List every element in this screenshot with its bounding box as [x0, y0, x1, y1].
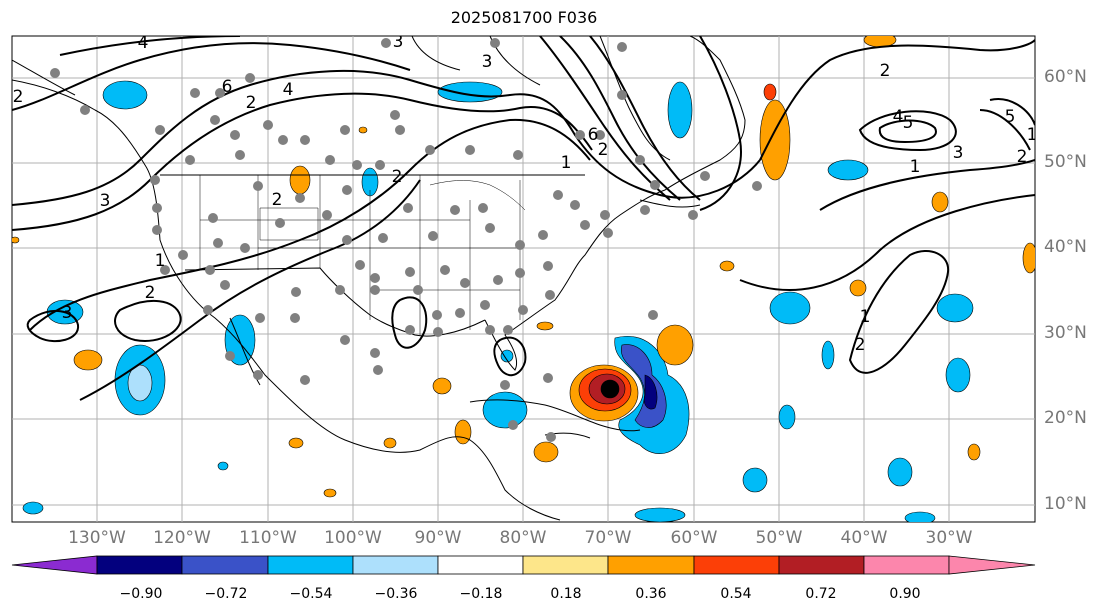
- colorbar-arrow-left: [11, 555, 98, 575]
- contour-label: 5: [1005, 107, 1016, 127]
- contour-label: 2: [272, 190, 283, 210]
- lat-label: 60°N: [1044, 67, 1087, 87]
- graticule: [12, 36, 1035, 522]
- contour-label: 2: [145, 283, 156, 303]
- lon-label: 50°W: [755, 528, 803, 548]
- colorbar-tick-label: −0.72: [204, 586, 248, 602]
- colorbar-tick-label: −0.36: [374, 586, 418, 602]
- contour-label: 2: [13, 87, 24, 107]
- lon-label: 130°W: [68, 528, 126, 548]
- lon-label: 100°W: [324, 528, 382, 548]
- contour-label: 2: [855, 335, 866, 355]
- colorbar-tick-label: 0.36: [635, 586, 667, 602]
- colorbar-bin: [352, 555, 439, 575]
- lon-label: 70°W: [584, 528, 632, 548]
- shaded-anomalies: [12, 36, 1035, 522]
- colorbar-arrow-right: [948, 555, 1036, 575]
- contour-label: 3: [62, 303, 73, 323]
- colorbar-tick-label: −0.18: [459, 586, 503, 602]
- colorbar-bin: [693, 555, 780, 575]
- contour-label: 5: [903, 113, 914, 133]
- contour-label: 3: [393, 32, 404, 52]
- colorbar: [11, 555, 1036, 575]
- contour-label: 6: [222, 77, 233, 97]
- colorbar-tick-label: 0.90: [889, 586, 921, 602]
- lon-label: 90°W: [414, 528, 462, 548]
- contour-label: 1: [155, 251, 166, 271]
- map-title: 2025081700 F036: [450, 8, 598, 27]
- contour-label: 3: [953, 143, 964, 163]
- lat-label: 10°N: [1044, 494, 1087, 514]
- colorbar-bin: [522, 555, 609, 575]
- contour-label: 6: [588, 125, 599, 145]
- colorbar-bin: [437, 555, 524, 575]
- colorbar-bin: [267, 555, 354, 575]
- contour-label: 1: [910, 157, 921, 177]
- colorbar-tick-label: −0.90: [119, 586, 163, 602]
- contour-label: 2: [598, 140, 609, 160]
- lat-label: 50°N: [1044, 152, 1087, 172]
- contour-label: 3: [482, 52, 493, 72]
- contour-label: 4: [138, 33, 149, 53]
- contour-label: 3: [100, 191, 111, 211]
- contour-label: 1: [1027, 125, 1038, 145]
- coastlines: [12, 36, 746, 521]
- storm-center-marker: [600, 379, 620, 399]
- lon-label: 120°W: [153, 528, 211, 548]
- colorbar-bin: [607, 555, 695, 575]
- contour-label: 2: [880, 61, 891, 81]
- colorbar-tick-label: 0.72: [805, 586, 837, 602]
- station-dots: [50, 38, 762, 442]
- contour-label: 1: [860, 307, 871, 327]
- contour-label: 4: [283, 80, 294, 100]
- contour-label: 2: [246, 93, 257, 113]
- colorbar-bin: [863, 555, 950, 575]
- contour-label: 2: [1017, 147, 1028, 167]
- colorbar-bin: [96, 555, 183, 575]
- colorbar-tick-label: 0.18: [550, 586, 582, 602]
- colorbar-tick-label: −0.54: [289, 586, 333, 602]
- lat-label: 30°N: [1044, 323, 1087, 343]
- lon-label: 40°W: [840, 528, 888, 548]
- contours: [12, 36, 1035, 401]
- lat-label: 40°N: [1044, 237, 1087, 257]
- lon-label: 30°W: [925, 528, 973, 548]
- lon-label: 80°W: [499, 528, 547, 548]
- contour-label: 1: [561, 153, 572, 173]
- lon-label: 60°W: [670, 528, 718, 548]
- lon-label: 110°W: [239, 528, 297, 548]
- contour-label: 4: [893, 107, 904, 127]
- colorbar-tick-label: 0.54: [720, 586, 752, 602]
- lat-label: 20°N: [1044, 408, 1087, 428]
- colorbar-bin: [778, 555, 865, 575]
- state-borders: [199, 175, 526, 335]
- contour-label: 2: [392, 167, 403, 187]
- colorbar-bin: [181, 555, 269, 575]
- contour-labels: 4 3 2 6 4 3 2 2 3 2 2 1 6 2 3 1 4 5 5 1 …: [13, 32, 1038, 355]
